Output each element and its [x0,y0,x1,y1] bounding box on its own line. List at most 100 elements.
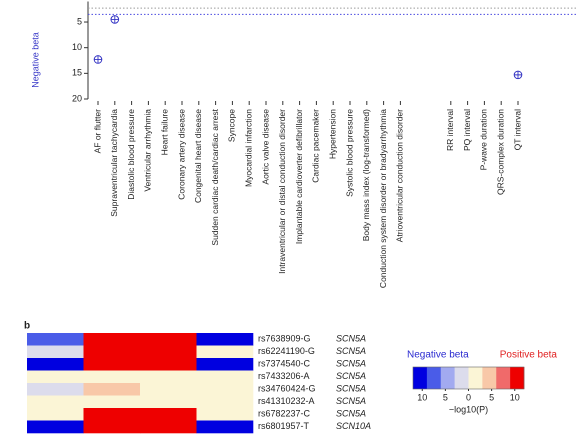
heatmap-cell [140,420,197,434]
x-tick-label: Atrioventricular conduction disorder [395,109,405,242]
heatmap-cell [196,345,254,359]
x-tick-label: Systolic blood pressure [344,109,354,197]
heatmap-cell [27,370,84,384]
colorbar-tick-label: 5 [489,392,494,402]
x-tick-label: Aortic valve disease [260,109,270,185]
colorbar-swatch [468,367,483,389]
gene-label: SCN5A [336,396,366,406]
x-tick-label: Coronary artery disease [176,109,186,200]
colorbar-swatch [454,367,469,389]
x-tick-label: PQ interval [462,109,472,151]
x-tick-label: QT interval [512,109,522,151]
x-tick-label: P-wave duration [479,109,489,171]
row-label: rs7638909-G [258,334,311,344]
heatmap-cell [196,358,254,371]
point [110,15,120,24]
heatmap-cell [83,383,141,396]
point-cross [514,71,522,79]
heatmap-cell [27,395,84,409]
point-cross [111,15,119,24]
heatmap-cell [27,333,84,346]
heatmap-cell [83,395,141,409]
point-cross [94,55,102,64]
heatmap-cell [27,408,84,421]
gene-label: SCN5A [336,371,366,381]
y-tick-label: 20 [72,93,82,103]
x-tick-label: Syncope [227,109,237,142]
x-tick-label: Ventricular arrhythmia [143,109,153,192]
x-tick-label: Cardiac pacemaker [311,109,321,183]
colorbar-label: −log10(P) [449,404,488,414]
x-tick-label: Diastolic blood pressure [126,109,136,200]
heatmap-cell [27,383,84,396]
y-tick-label: 10 [72,42,82,52]
gene-label: SCN5A [336,334,366,344]
point [513,70,523,80]
row-label: rs6801957-T [258,421,310,431]
x-tick-label: RR interval [445,109,455,151]
x-tick-label: Sudden cardiac death/cardiac arrest [210,108,220,245]
heatmap-cell [140,333,197,346]
row-label: rs34760424-G [258,384,316,394]
heatmap-cell [140,408,197,421]
row-label: rs7433206-A [258,371,310,381]
panel-label: b [24,321,30,332]
colorbar-tick-label: 10 [417,392,427,402]
row-label: rs41310232-A [258,396,315,406]
x-tick-label: AF or flutter [92,109,102,154]
heatmap-cell [196,420,254,434]
legend-negative: Negative beta [407,350,469,361]
heatmap-cell [27,345,84,359]
y-tick-label: 5 [77,16,82,26]
heatmap-cell [83,370,141,384]
row-label: rs62241190-G [258,346,315,356]
heatmap-cell [140,395,197,409]
heatmap-cell [196,383,254,396]
gene-label: SCN10A [336,421,371,431]
x-tick-label: Body mass index (log-transformed) [361,109,371,241]
colorbar-swatch [426,367,442,389]
heatmap-cell [196,395,254,409]
heatmap-cell [140,370,197,384]
heatmap-cell [27,420,84,434]
x-tick-label: Myocardial infarction [243,109,253,187]
heatmap-cell [83,345,141,359]
x-tick-label: Hypertension [327,109,337,159]
gene-label: SCN5A [336,409,366,419]
colorbar-tick-label: 10 [510,392,520,402]
gene-label: SCN5A [336,346,366,356]
heatmap-cell [140,358,197,371]
heatmap-cell [140,345,197,359]
x-tick-label: Congenital heart disease [193,109,203,203]
point [93,55,103,64]
heatmap-cell [83,420,141,434]
x-tick-label: QRS-complex duration [495,109,505,195]
heatmap-cell [83,358,141,371]
x-tick-label: Supraventricular tachycardia [109,109,119,217]
y-tick-label: 15 [72,68,82,78]
colorbar-tick-label: 5 [443,392,448,402]
gene-label: SCN5A [336,384,366,394]
colorbar-swatch [510,367,525,389]
colorbar-tick-label: 0 [466,392,471,402]
heatmap-cell [83,333,141,346]
row-label: rs7374540-C [258,359,311,369]
colorbar-swatch [440,367,455,389]
heatmap-cell [140,383,197,396]
heatmap-cell [196,333,254,346]
legend-positive: Positive beta [500,350,558,361]
x-tick-label: Heart failure [159,109,169,156]
y-axis-label: Negative beta [30,32,40,88]
colorbar-swatch [496,367,511,389]
heatmap-cell [196,370,254,384]
heatmap-cell [196,408,254,421]
x-tick-label: Intraventricular or distal conduction di… [277,109,287,274]
heatmap-cell [27,358,84,371]
colorbar-swatch [413,367,428,389]
row-label: rs6782237-C [258,409,311,419]
x-tick-label: Conduction system disorder or bradyarrhy… [378,109,388,288]
x-tick-label: Implantable cardioverter defibrillator [294,109,304,244]
gene-label: SCN5A [336,359,366,369]
heatmap-cell [83,408,141,421]
